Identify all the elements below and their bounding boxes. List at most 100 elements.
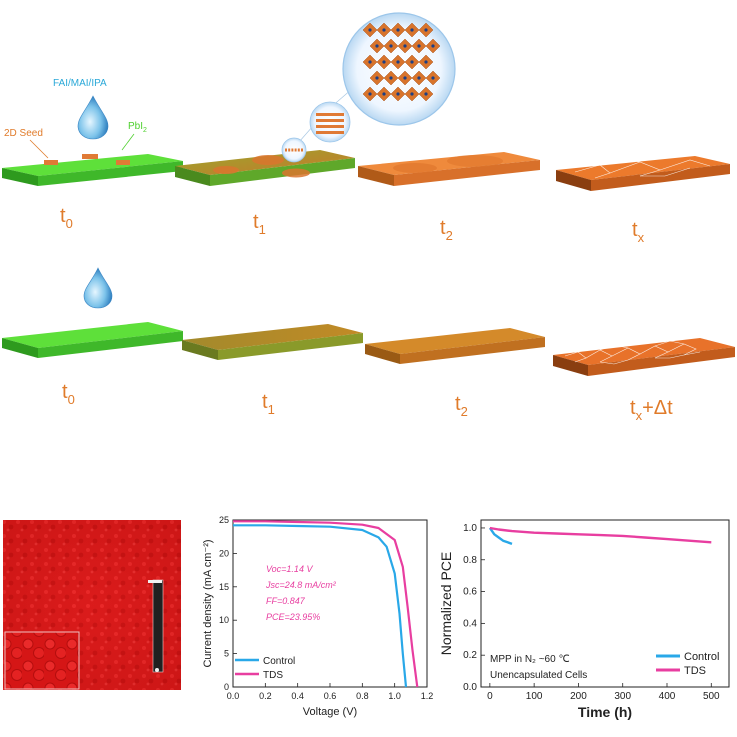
crystal-lattice xyxy=(362,22,441,102)
series-line-control xyxy=(488,527,513,546)
y-tick-label: 0.6 xyxy=(463,587,477,598)
x-tick-label: 0 xyxy=(487,691,493,702)
lattice-atom xyxy=(431,76,435,80)
stage-label-top: t0 xyxy=(60,205,73,231)
lattice-atom xyxy=(368,60,372,64)
lattice-atom xyxy=(403,76,407,80)
confocal-image xyxy=(3,520,181,690)
legend-label: TDS xyxy=(684,665,706,677)
plot-frame xyxy=(480,519,730,688)
lattice-atom xyxy=(389,44,393,48)
precursor-label: FAI/MAI/IPA xyxy=(53,78,107,89)
seed-pointer xyxy=(29,139,49,159)
lattice-atom xyxy=(410,92,414,96)
slab-top-t0 xyxy=(2,154,183,186)
lattice-atom xyxy=(431,44,435,48)
seed-block xyxy=(116,160,130,165)
lattice-atom xyxy=(410,60,414,64)
x-tick-label: 200 xyxy=(570,691,587,702)
seed-label: 2D Seed xyxy=(4,128,43,139)
domain-spot xyxy=(252,155,284,165)
annotation: Unencapsulated Cells xyxy=(490,670,587,681)
x-tick-label: 0.6 xyxy=(324,691,337,701)
y-tick-label: 0.4 xyxy=(463,618,477,629)
annotation: FF=0.847 xyxy=(266,596,306,606)
lattice-atom xyxy=(424,60,428,64)
droplet-icon xyxy=(77,95,109,140)
lattice-atom xyxy=(382,92,386,96)
seed-block xyxy=(44,160,58,165)
x-tick-label: 0.2 xyxy=(259,691,272,701)
stage-label-bottom: t2 xyxy=(455,393,468,419)
lattice-atom xyxy=(382,60,386,64)
x-tick-label: 0.4 xyxy=(291,691,304,701)
lattice-atom xyxy=(410,28,414,32)
pbi2-label: PbI2 xyxy=(128,121,147,134)
zoom-bubble-small xyxy=(281,137,307,163)
lattice-atom xyxy=(375,44,379,48)
stage-label-top: t2 xyxy=(440,217,453,243)
lattice-atom xyxy=(424,28,428,32)
y-tick-label: 25 xyxy=(219,515,229,525)
y-tick-label: 5 xyxy=(224,649,229,659)
lattice-atom xyxy=(375,76,379,80)
y-tick-label: 15 xyxy=(219,582,229,592)
stage-label-top: tx xyxy=(632,219,645,245)
series-line-tds xyxy=(489,526,712,544)
legend-label: TDS xyxy=(263,670,283,681)
lattice-atom xyxy=(417,76,421,80)
stage-label-bottom: t1 xyxy=(262,391,275,417)
annotation: MPP in N₂ ~60 ℃ xyxy=(490,654,570,665)
domain-spot xyxy=(282,168,310,178)
lattice-atom xyxy=(417,44,421,48)
pbi2-pointer xyxy=(121,133,135,151)
lattice-atom xyxy=(424,92,428,96)
lattice-atom xyxy=(368,28,372,32)
lattice-atom xyxy=(382,28,386,32)
annotation: Jsc=24.8 mA/cm² xyxy=(265,580,337,590)
stage-label-bottom: t0 xyxy=(62,381,75,407)
seed-block xyxy=(82,154,98,159)
series-line-control xyxy=(233,524,408,688)
y-tick-label: 20 xyxy=(219,548,229,558)
x-tick-label: 1.0 xyxy=(388,691,401,701)
y-axis-label: Current density (mA cm⁻²) xyxy=(202,539,214,667)
y-tick-label: 0.2 xyxy=(463,650,477,661)
slab-bottom-t1 xyxy=(182,324,363,360)
x-tick-label: 1.2 xyxy=(421,691,434,701)
scale-bar xyxy=(152,579,164,673)
legend-label: Control xyxy=(263,656,295,667)
x-tick-label: 0.0 xyxy=(227,691,240,701)
zoom-bubble-large xyxy=(342,12,456,126)
slab-bottom-tx xyxy=(553,338,735,376)
annotation: PCE=23.95% xyxy=(266,612,320,622)
stability-chart: 0 100 200 300 400 500 0.0 0.2 0.4 0.6 0.8 1.0 Time (… xyxy=(438,519,730,720)
y-tick-label: 0 xyxy=(224,682,229,692)
lattice-atom xyxy=(396,92,400,96)
legend-label: Control xyxy=(684,651,719,663)
slab-top-t2 xyxy=(358,152,540,186)
lattice-atom xyxy=(396,60,400,64)
slab-top-t1 xyxy=(175,150,355,186)
x-axis-label: Time (h) xyxy=(578,704,632,720)
y-tick-label: 10 xyxy=(219,615,229,625)
domain-spot xyxy=(213,166,239,174)
slab-bottom-t0 xyxy=(2,322,183,358)
inset-zoom xyxy=(4,631,80,690)
lattice-atom xyxy=(403,44,407,48)
stage-label-top: t1 xyxy=(253,211,266,237)
lattice-atom xyxy=(396,28,400,32)
y-axis-label: Normalized PCE xyxy=(438,552,454,655)
x-axis-label: Voltage (V) xyxy=(303,706,357,718)
lattice-atom xyxy=(368,92,372,96)
y-tick-label: 0.8 xyxy=(463,555,477,566)
x-tick-label: 500 xyxy=(703,691,720,702)
lattice-atom xyxy=(389,76,393,80)
x-tick-label: 300 xyxy=(614,691,631,702)
jv-chart: 0.0 0.2 0.4 0.6 0.8 1.0 1.2 0 5 10 15 20 25 Voltage (… xyxy=(202,515,433,718)
x-tick-label: 400 xyxy=(659,691,676,702)
y-tick-label: 0.0 xyxy=(463,682,477,693)
slab-bottom-t2 xyxy=(365,328,545,364)
annotation: Voc=1.14 V xyxy=(266,564,313,574)
